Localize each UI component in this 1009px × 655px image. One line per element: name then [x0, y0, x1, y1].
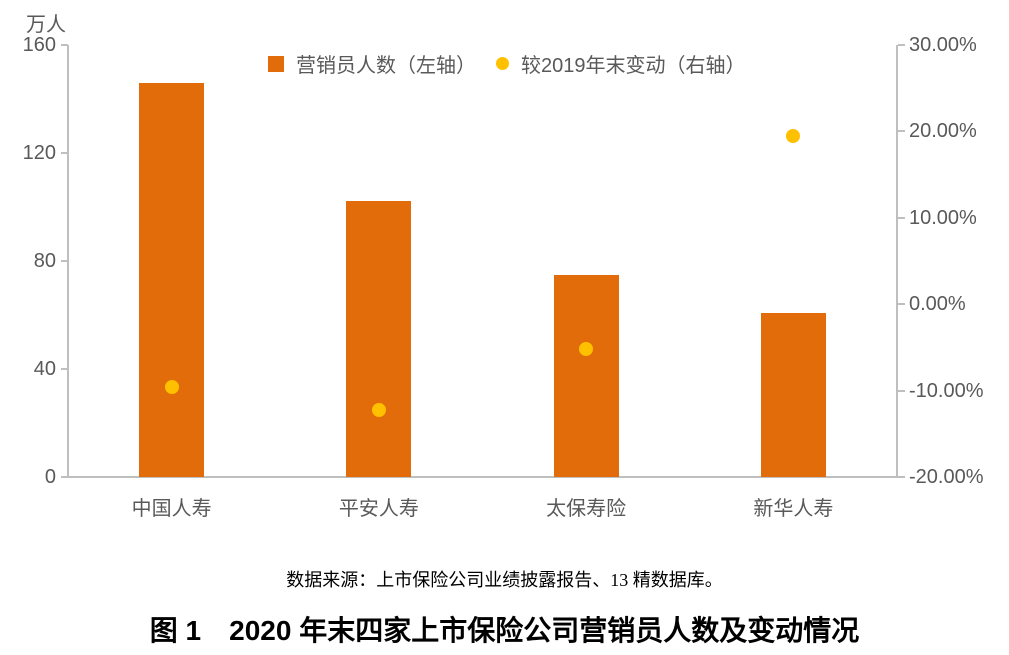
- right-axis-tick: [898, 476, 905, 478]
- bar-series-legend-label: 营销员人数（左轴）: [296, 55, 476, 77]
- left-axis-tick-label: 40: [33, 358, 56, 380]
- left-axis-tick: [61, 152, 68, 154]
- left-axis-tick-label: 160: [22, 34, 56, 56]
- scatter-point: [786, 128, 801, 143]
- right-axis-tick: [898, 44, 905, 46]
- bar: [346, 200, 412, 477]
- right-axis-tick-label: 10.00%: [909, 206, 977, 229]
- left-axis-tick: [61, 260, 68, 262]
- right-axis-line: [896, 45, 898, 477]
- bar-series-swatch-icon: [268, 55, 284, 72]
- left-axis-tick-label: 80: [33, 250, 56, 272]
- right-axis-tick-label: 30.00%: [909, 34, 977, 56]
- right-axis-tick: [898, 303, 905, 306]
- category-label: 平安人寿: [338, 498, 419, 520]
- right-axis-tick-label: -10.00%: [909, 379, 984, 402]
- plot-area: 160 120 80 40 0 30.00% 20.00% 10.00% 0.00% -10.00…: [22, 34, 984, 520]
- bar: [139, 83, 205, 477]
- source-note: 数据来源：上市保险公司业绩披露报告、13 精数据库。: [286, 570, 723, 590]
- right-axis-tick: [898, 389, 905, 392]
- chart-legend: 营销员人数（左轴） 较2019年末变动（右轴）: [268, 49, 746, 78]
- left-axis-tick-label: 0: [44, 466, 56, 488]
- bar: [760, 313, 826, 477]
- category-label: 新华人寿: [753, 498, 834, 520]
- right-axis-tick: [898, 130, 905, 133]
- right-axis-tick-label: 0.00%: [909, 293, 966, 316]
- scatter-series-legend-label: 较2019年末变动（右轴）: [521, 55, 746, 77]
- right-axis-tick: [898, 216, 905, 219]
- scatter-point: [164, 380, 179, 395]
- bar: [553, 274, 619, 477]
- category-label: 太保寿险: [546, 498, 627, 520]
- left-axis-tick: [61, 476, 68, 478]
- scatter-point: [579, 342, 594, 357]
- scatter-point: [371, 403, 386, 418]
- left-axis-tick: [61, 44, 68, 46]
- figure-caption: 图 1 2020 年末四家上市保险公司营销员人数及变动情况: [149, 615, 860, 646]
- left-axis-tick: [61, 368, 68, 370]
- left-axis-line: [67, 45, 69, 477]
- right-axis-tick-label: -20.00%: [909, 466, 984, 488]
- scatter-series-swatch-icon: [496, 57, 509, 70]
- x-axis-line: [61, 476, 903, 478]
- left-axis-tick-label: 120: [22, 142, 56, 164]
- left-axis-unit-label: 万人: [26, 14, 66, 36]
- category-label: 中国人寿: [131, 498, 212, 520]
- right-axis-tick-label: 20.00%: [909, 120, 977, 143]
